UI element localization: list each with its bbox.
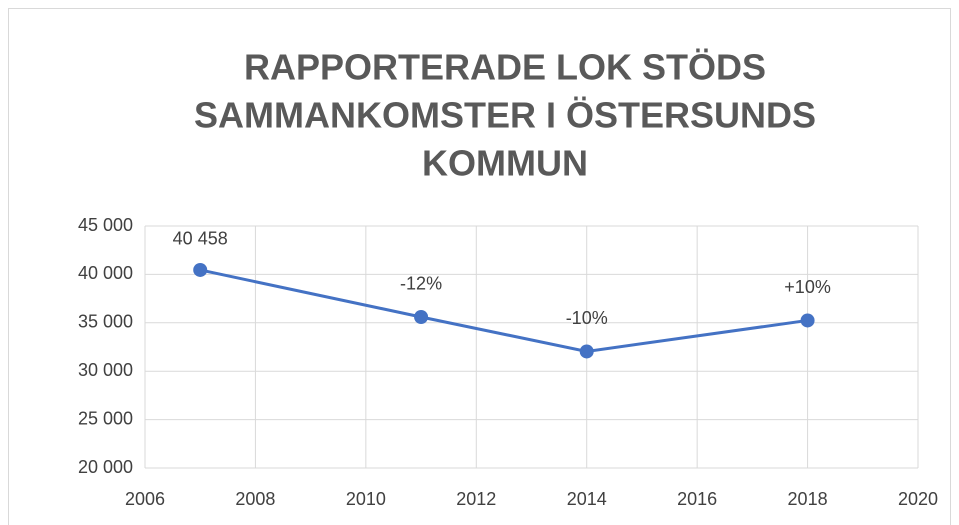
x-tick-label: 2020 [898,489,938,509]
data-point [579,344,594,359]
y-tick-label: 30 000 [78,360,133,380]
x-tick-label: 2010 [346,489,386,509]
annotation: -10% [566,308,608,328]
annotation: -12% [400,274,442,294]
data-point [414,309,429,324]
data-point [800,313,815,328]
y-tick-label: 40 000 [78,263,133,283]
x-tick-label: 2008 [235,489,275,509]
line-series [199,268,808,353]
chart-title: SAMMANKOMSTER I ÖSTERSUNDS [194,95,816,136]
x-tick-label: 2014 [567,489,607,509]
y-tick-label: 35 000 [78,312,133,332]
x-tick-label: 2012 [456,489,496,509]
y-tick-label: 25 000 [78,408,133,428]
y-tick-label: 20 000 [78,457,133,477]
chart-frame [8,8,951,525]
x-tick-label: 2018 [788,489,828,509]
x-tick-label: 2006 [125,489,165,509]
data-point [193,262,208,277]
x-tick-label: 2016 [677,489,717,509]
annotation: +10% [784,277,831,297]
chart-title: RAPPORTERADE LOK STÖDS [244,47,766,88]
data-label: 40 458 [173,229,228,249]
chart-title: KOMMUN [422,143,588,184]
y-tick-label: 45 000 [78,215,133,235]
